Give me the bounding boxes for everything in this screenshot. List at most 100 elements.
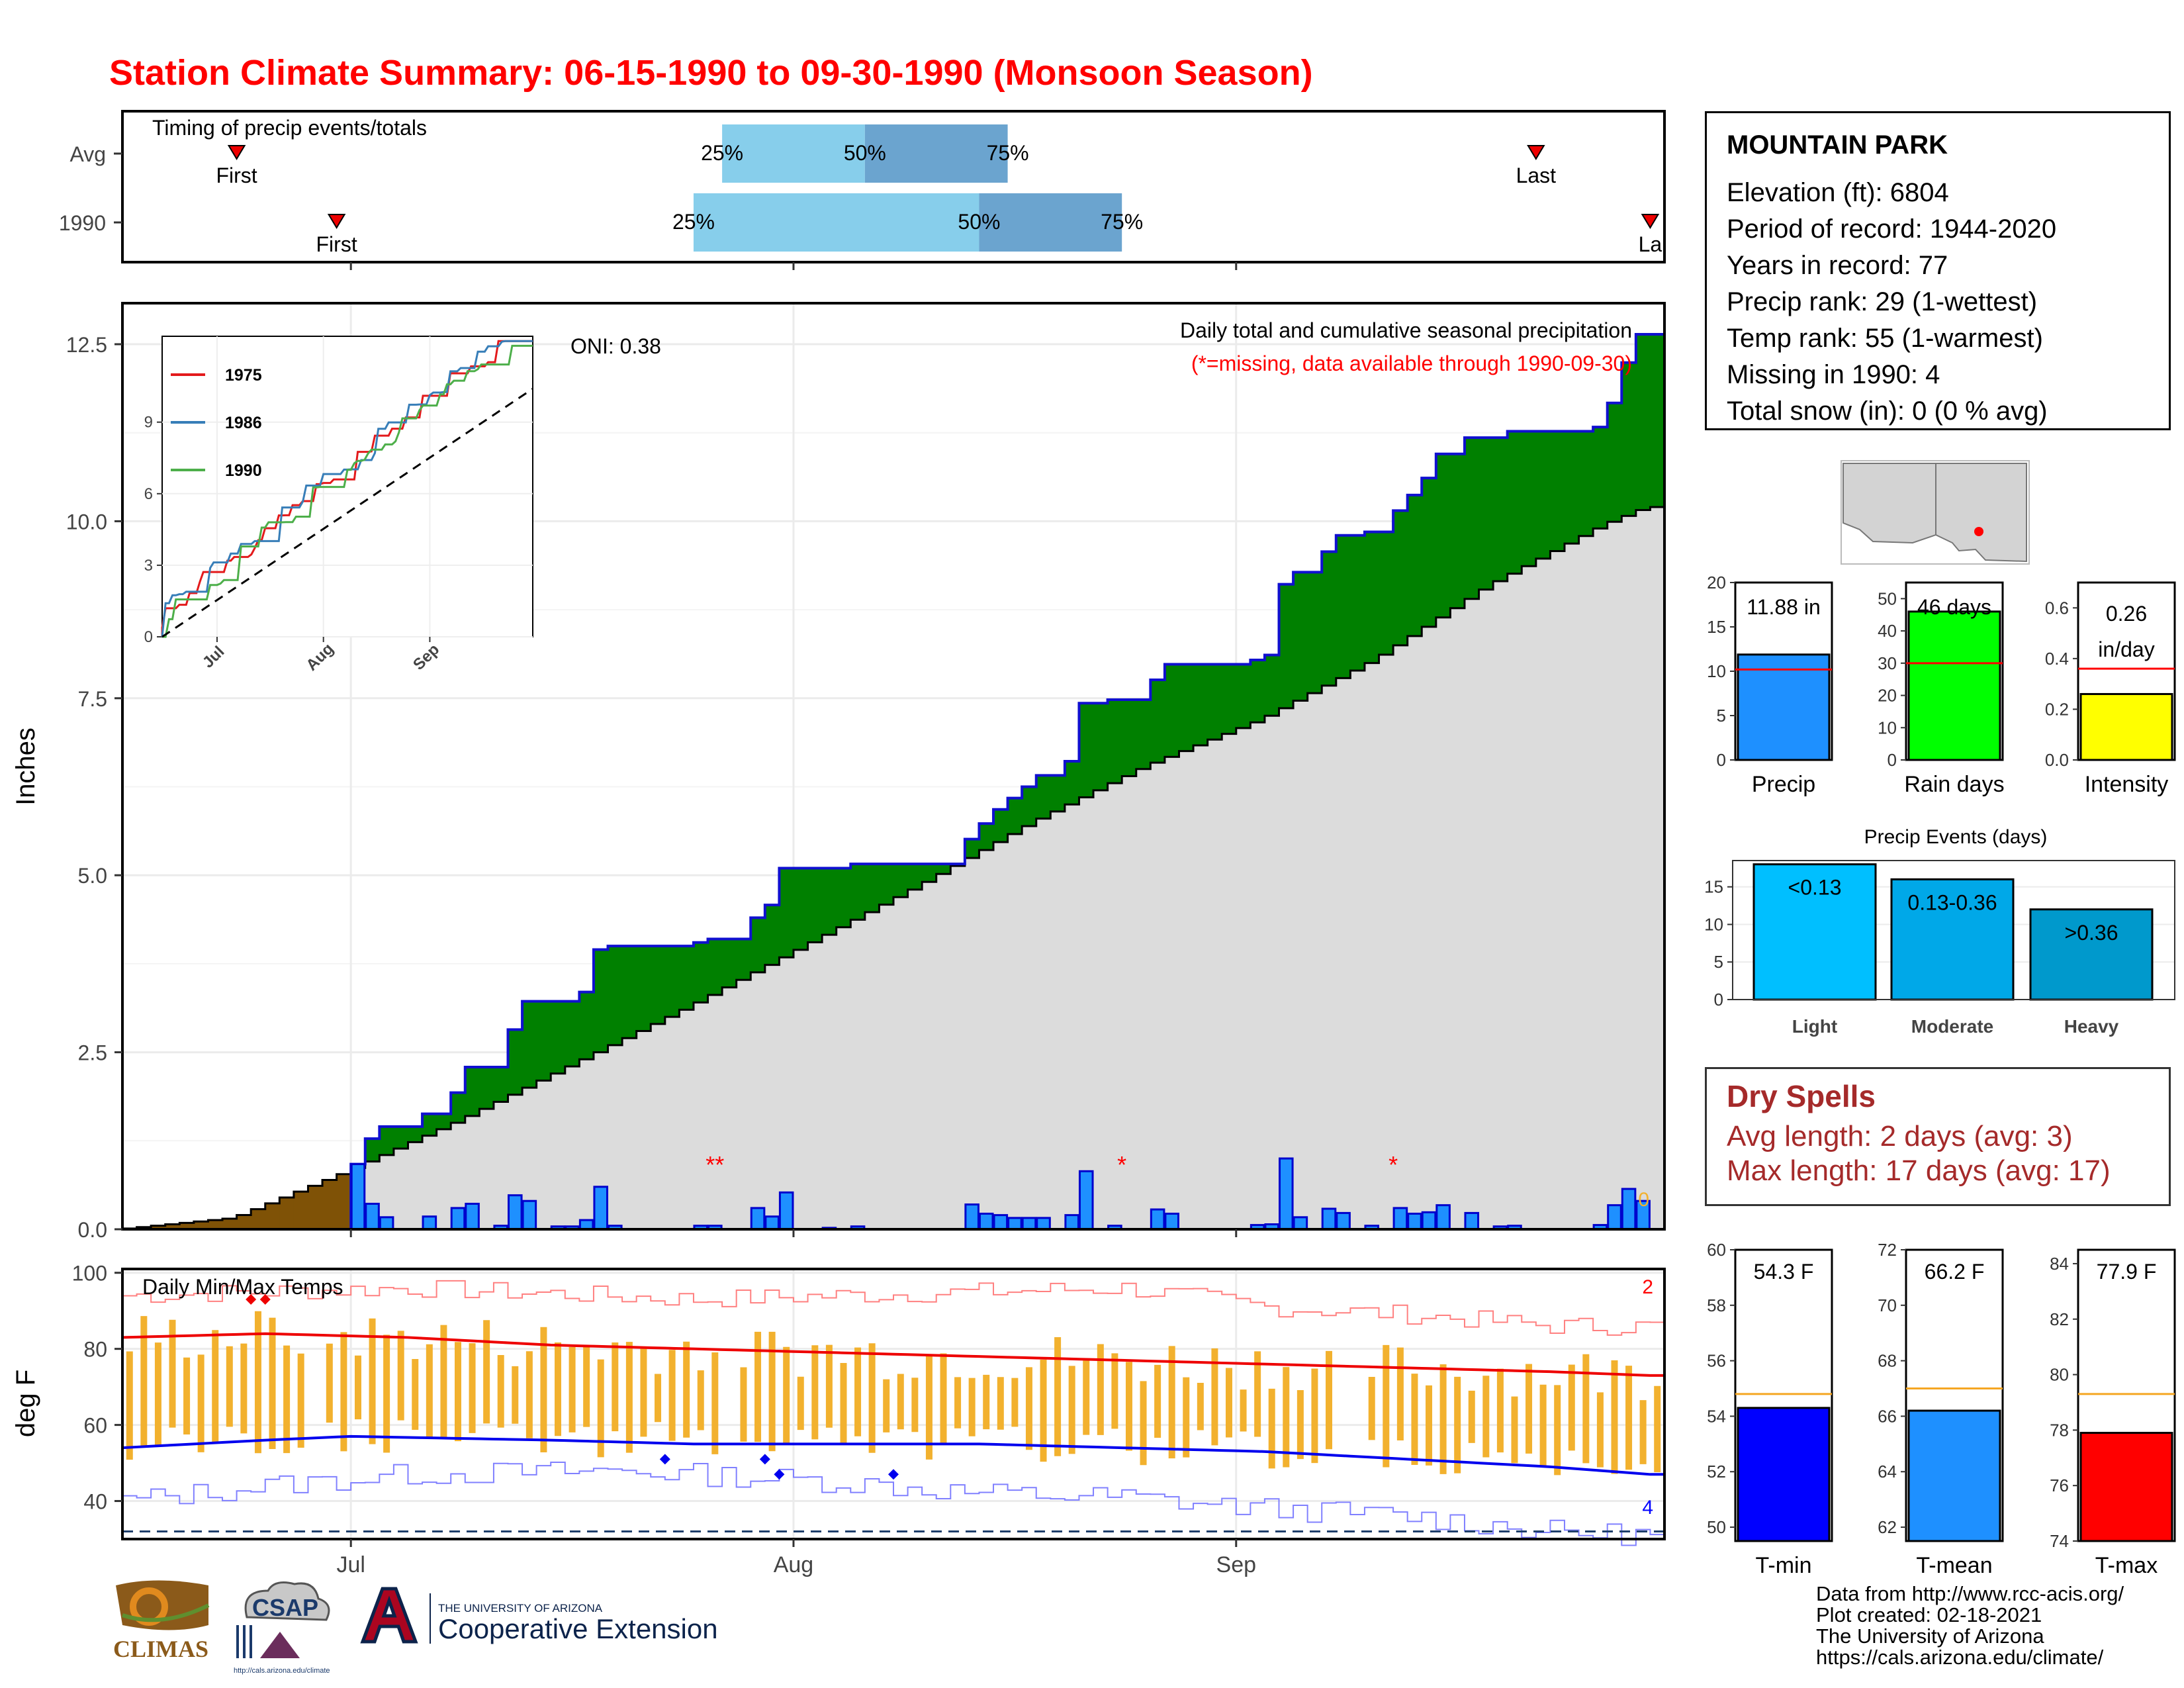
figure-title: Station Climate Summary: 06-15-1990 to 0… (109, 53, 1313, 93)
summary-value-bar (1737, 653, 1831, 761)
temp-summary-y-tick-label: 50 (1707, 1517, 1726, 1537)
temp-summary-x-label: T-min (1756, 1553, 1812, 1578)
oni-label: ONI: 0.38 (570, 334, 661, 358)
surplus-area (1050, 775, 1066, 812)
surplus-area (836, 868, 851, 927)
surplus-area (1122, 699, 1137, 776)
credit-line: https://cals.arizona.edu/climate/ (1816, 1646, 2104, 1669)
timing-bar-50-75 (864, 124, 1008, 183)
daily-precip-bar (1435, 1204, 1451, 1231)
deficit-area (322, 1180, 338, 1229)
events-y-tick-label: 0 (1714, 990, 1723, 1009)
station-location-dot (1974, 527, 1983, 536)
temp-summary-y-tick-label: 66 (1878, 1406, 1897, 1426)
summary-value-bar (2079, 692, 2173, 761)
surplus-area (1464, 438, 1480, 599)
summary-y-tick-label: 0.6 (2045, 598, 2069, 618)
summary-y-tick-label: 5 (1717, 706, 1726, 726)
surplus-area (1136, 699, 1151, 769)
first-event-label: First (216, 164, 257, 187)
station-elevation: Elevation (ft): 6804 (1727, 178, 1949, 207)
surplus-area (807, 868, 823, 943)
daily-precip-bar (1321, 1207, 1337, 1231)
daily-precip-bar (1293, 1216, 1308, 1231)
summary-value-label: 46 days (1917, 595, 1991, 619)
daily-precip-bar (1336, 1211, 1351, 1231)
surplus-area (1493, 438, 1508, 581)
surplus-area (1193, 664, 1208, 745)
surplus-area (451, 1092, 466, 1123)
surplus-area (1236, 664, 1251, 728)
precip-y-tick-label: 12.5 (66, 333, 107, 357)
last-event-marker (1527, 145, 1545, 160)
surplus-area (1535, 431, 1551, 559)
surplus-area (1279, 584, 1294, 708)
surplus-area (1179, 664, 1194, 751)
precip-title: Daily total and cumulative seasonal prec… (1180, 318, 1632, 342)
surplus-area (922, 864, 937, 882)
daily-precip-bar (450, 1207, 466, 1231)
timing-title: Timing of precip events/totals (152, 116, 427, 140)
surplus-area (1578, 431, 1594, 536)
surplus-area (1164, 664, 1180, 757)
climas-label: CLIMAS (113, 1636, 208, 1662)
deficit-area (279, 1197, 295, 1229)
temp-summary-y-tick-label: 60 (1707, 1240, 1726, 1260)
deficit-area (293, 1192, 309, 1229)
summary-y-tick-label: 20 (1878, 686, 1897, 706)
event-bar-label: 0.13-0.36 (1907, 890, 1997, 914)
surplus-area (493, 1067, 509, 1102)
event-bar-label: >0.36 (2065, 921, 2118, 945)
surplus-area (393, 1126, 409, 1149)
temp-summary-y-tick-label: 56 (1707, 1351, 1726, 1371)
deficit-area (165, 1224, 180, 1229)
inset-legend-label: 1975 (225, 366, 262, 385)
temp-summary-label: 77.9 F (2097, 1260, 2157, 1284)
inset-y-tick-label: 6 (144, 485, 153, 503)
timing-q75-label: 75% (987, 141, 1029, 165)
temp-summary-label: 54.3 F (1754, 1260, 1814, 1284)
daily-precip-bar (1407, 1212, 1422, 1231)
temp-summary-y-tick-label: 72 (1878, 1240, 1897, 1260)
surplus-area (1607, 402, 1622, 522)
university-logo: THE UNIVERSITY OF ARIZONA Cooperative Ex… (360, 1587, 718, 1644)
temp-y-tick-label: 60 (83, 1414, 107, 1438)
timing-q75-label: 75% (1101, 210, 1143, 234)
deficit-area (265, 1203, 280, 1229)
temp-panel: Daily Min/Max Temps 2 4 40 60 80 100 Jul Aug Sep d… (11, 1262, 1666, 1577)
surplus-area (1550, 431, 1565, 551)
station-info-box: MOUNTAIN PARK Elevation (ft): 6804 Perio… (1705, 111, 2171, 430)
deficit-area (208, 1220, 223, 1229)
surplus-area (1435, 453, 1451, 618)
events-y-tick-label: 5 (1714, 952, 1723, 972)
daily-precip-bar (1464, 1211, 1480, 1231)
deficit-area (336, 1174, 351, 1229)
surplus-area (879, 864, 894, 905)
surplus-area (1022, 786, 1037, 826)
events-y-tick-label: 10 (1704, 914, 1723, 934)
surplus-area (893, 864, 909, 898)
surplus-area (1264, 655, 1280, 716)
timing-q50-label: 50% (844, 141, 886, 165)
summary-bars: 11.88 in 0 5 10 15 20 Precip 46 days 0 10 20 30 40 50… (1707, 573, 2176, 797)
timing-bar-25-50 (722, 124, 865, 183)
station-years: Years in record: 77 (1727, 251, 1948, 280)
temp-y-label: deg F (11, 1370, 40, 1437)
surplus-area (651, 946, 666, 1024)
deficit-area (308, 1186, 323, 1229)
precip-y-label: Inches (11, 727, 40, 806)
surplus-area (764, 905, 780, 965)
station-snow: Total snow (in): 0 (0 % avg) (1727, 397, 2048, 426)
surplus-area (1150, 679, 1165, 763)
daily-precip-bar (1021, 1217, 1037, 1231)
summary-value-label: 11.88 in (1747, 595, 1821, 619)
daily-precip-bar (778, 1191, 794, 1231)
daily-precip-bar (1607, 1204, 1622, 1231)
surplus-area (593, 949, 609, 1053)
missing-marker: ** (705, 1151, 724, 1178)
inset-series-line (162, 344, 533, 638)
surplus-area (1522, 431, 1537, 567)
dry-spells-max: Max length: 17 days (avg: 17) (1727, 1154, 2111, 1187)
